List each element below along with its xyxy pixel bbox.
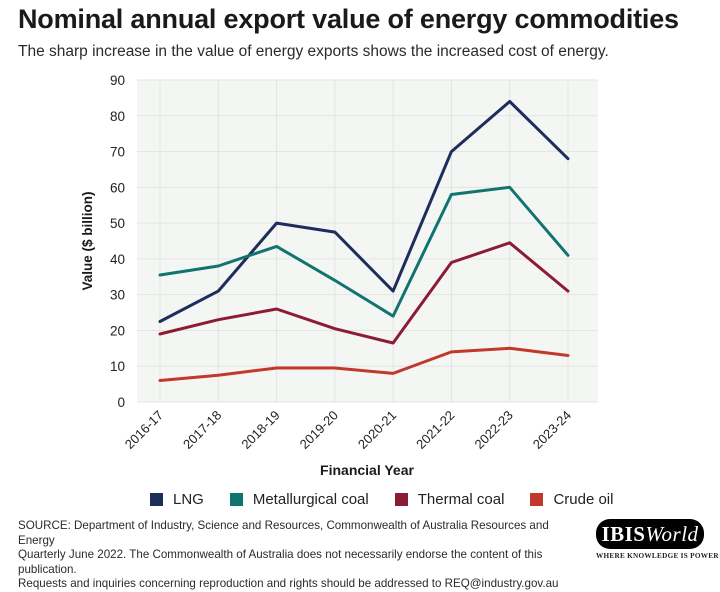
x-tick-label: 2018-19	[238, 408, 282, 452]
legend-label-crude-oil: Crude oil	[553, 491, 613, 508]
y-tick-label: 70	[110, 145, 125, 160]
source-note: SOURCE: Department of Industry, Science …	[18, 519, 578, 592]
x-tick-label: 2019-20	[297, 408, 341, 452]
legend-swatch-thermal-coal	[395, 493, 408, 506]
logo-brand-main: IBIS	[601, 522, 645, 546]
legend-swatch-lng	[150, 493, 163, 506]
y-tick-label: 50	[110, 216, 125, 231]
legend-label-lng: LNG	[173, 491, 204, 508]
y-tick-label: 10	[110, 359, 125, 374]
legend-swatch-crude-oil	[530, 493, 543, 506]
legend-item-metallurgical-coal: Metallurgical coal	[230, 491, 369, 508]
y-tick-label: 20	[110, 323, 125, 338]
y-tick-label: 30	[110, 288, 125, 303]
x-tick-label: 2023-24	[530, 408, 574, 452]
x-tick-label: 2021-22	[413, 408, 457, 452]
source-line-3: Requests and inquiries concerning reprod…	[18, 577, 578, 592]
logo-brand-italic: World	[645, 522, 698, 546]
y-tick-label: 60	[110, 180, 125, 195]
legend-label-thermal-coal: Thermal coal	[418, 491, 505, 508]
legend-swatch-metallurgical-coal	[230, 493, 243, 506]
x-tick-label: 2016-17	[122, 408, 166, 452]
y-axis-ticks: 0 10 20 30 40 50 60 70 80 90	[110, 73, 125, 410]
y-axis-label: Value ($ billion)	[80, 191, 95, 290]
legend-item-lng: LNG	[150, 491, 204, 508]
x-tick-label: 2022-23	[471, 408, 515, 452]
logo-wordmark: IBISWorld	[596, 519, 704, 549]
y-tick-label: 80	[110, 109, 125, 124]
plot-background	[137, 80, 598, 402]
x-tick-label: 2020-21	[355, 408, 399, 452]
logo-tagline: WHERE KNOWLEDGE IS POWER	[596, 552, 704, 560]
legend-item-crude-oil: Crude oil	[530, 491, 613, 508]
legend-label-metallurgical-coal: Metallurgical coal	[253, 491, 369, 508]
source-line-1: SOURCE: Department of Industry, Science …	[18, 519, 578, 548]
x-axis-label: Financial Year	[320, 462, 414, 478]
x-tick-label: 2017-18	[180, 408, 224, 452]
x-axis-ticks: 2016-17 2017-18 2018-19 2019-20 2020-21 2021-…	[122, 408, 574, 452]
legend: LNG Metallurgical coal Thermal coal Crud…	[150, 491, 613, 508]
y-tick-label: 90	[110, 73, 125, 88]
y-tick-label: 0	[117, 395, 125, 410]
source-line-2: Quarterly June 2022. The Commonwealth of…	[18, 548, 578, 577]
y-tick-label: 40	[110, 252, 125, 267]
line-chart: 0 10 20 30 40 50 60 70 80 90 2016-17 2017-18 2018-1…	[0, 0, 720, 490]
legend-item-thermal-coal: Thermal coal	[395, 491, 505, 508]
ibisworld-logo: IBISWorld WHERE KNOWLEDGE IS POWER	[596, 519, 704, 560]
